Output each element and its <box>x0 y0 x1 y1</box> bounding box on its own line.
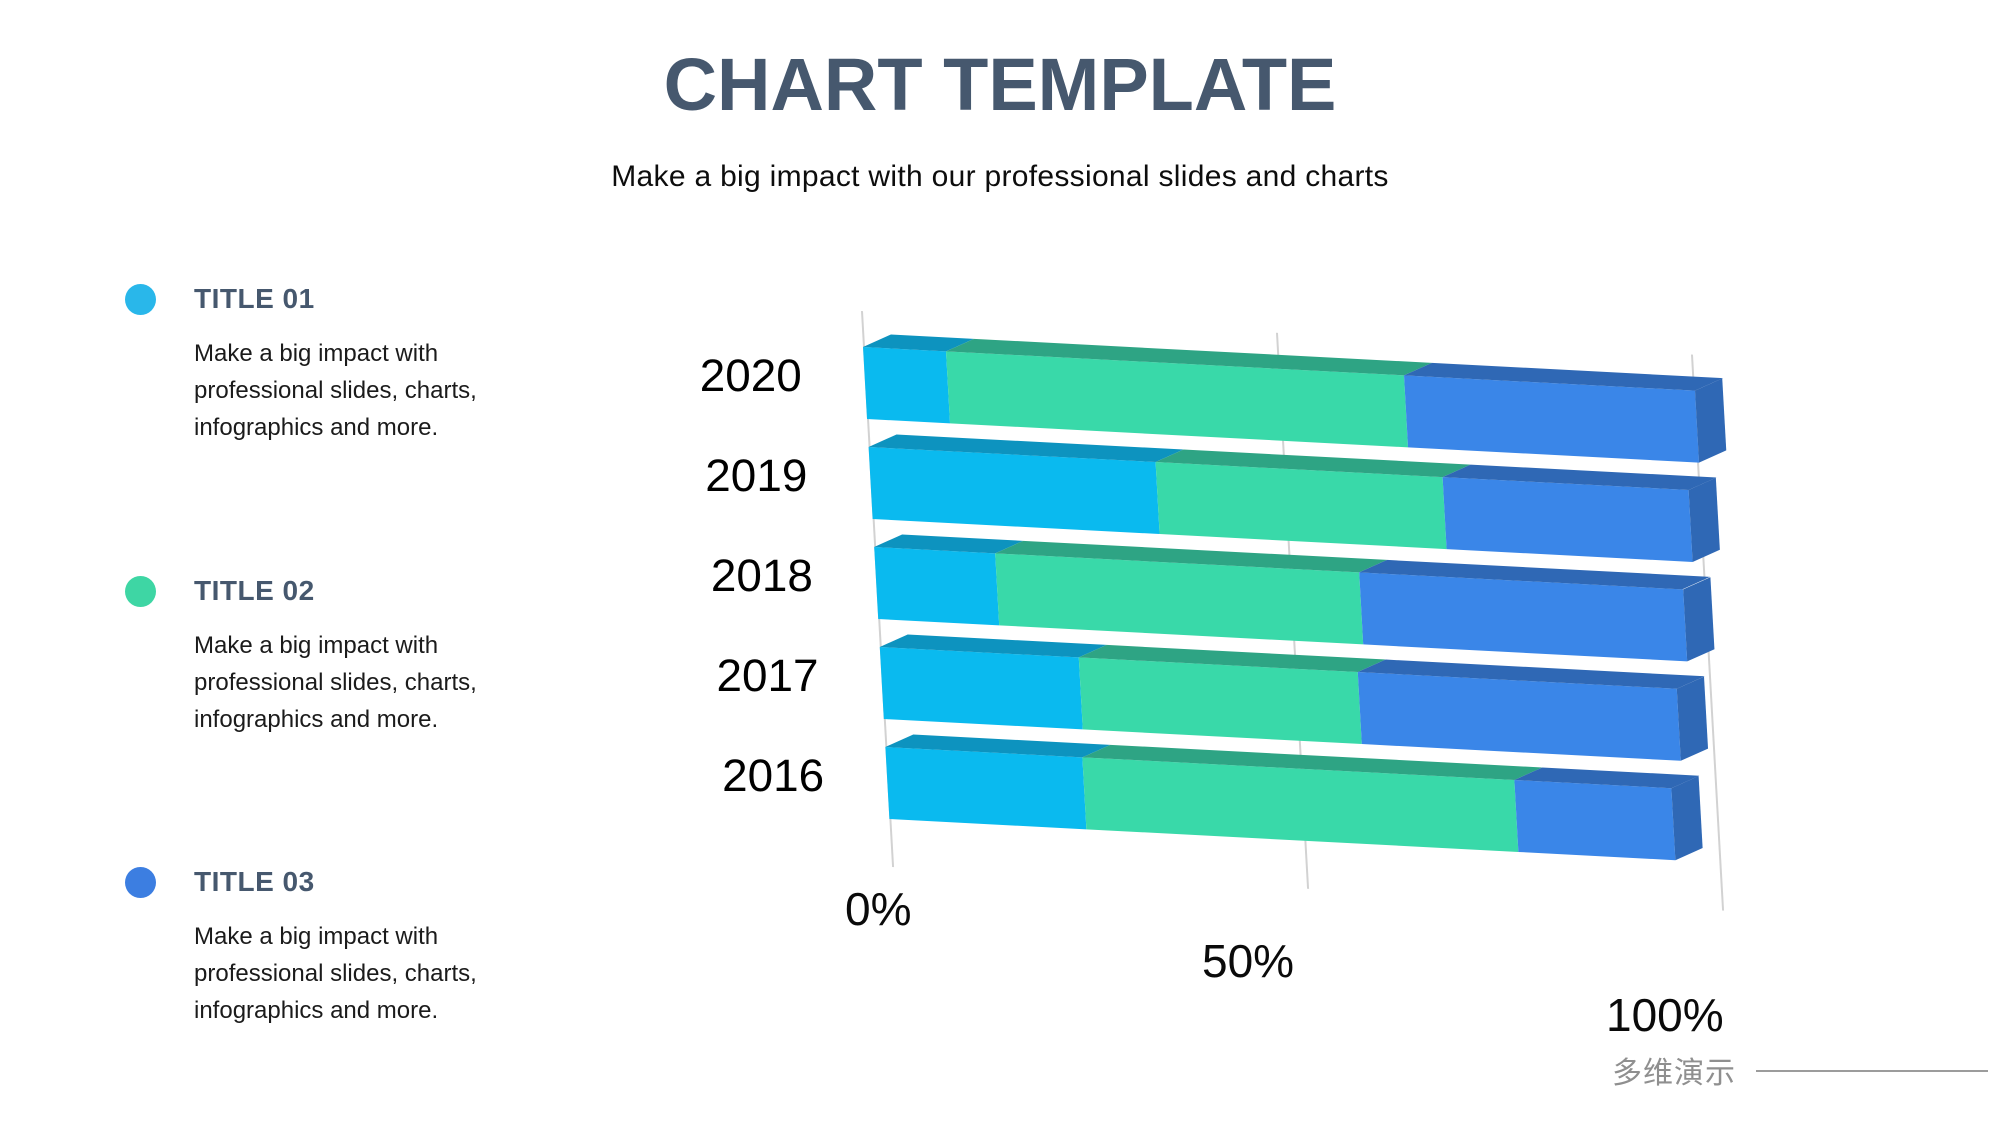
legend-item-1: TITLE 01 Make a big impact with professi… <box>125 283 477 446</box>
legend-description: Make a big impact with professional slid… <box>194 340 477 441</box>
x-axis-tick-0: 0% <box>845 883 912 935</box>
bar-segment-title-01 <box>863 347 951 424</box>
bar-segment-title-02 <box>1155 462 1447 550</box>
bar-segment-title-02 <box>995 553 1364 645</box>
bar-segment-title-03 <box>1357 672 1681 761</box>
category-label: 2017 <box>716 649 819 702</box>
category-label: 2018 <box>710 549 813 602</box>
legend-description: Make a big impact with professional slid… <box>194 923 477 1024</box>
bar-segment-title-03 <box>1514 779 1676 861</box>
bar-segment-title-03 <box>1403 375 1699 463</box>
footer-divider <box>1756 1070 1988 1072</box>
legend-label: TITLE 02 <box>194 575 315 606</box>
page-subtitle: Make a big impact with our professional … <box>611 160 1389 193</box>
bar-row-2016: 2016 <box>722 747 1676 861</box>
bar-segment-title-01 <box>868 447 1160 535</box>
x-axis-tick-100: 100% <box>1606 989 1724 1041</box>
bar-segment-title-02 <box>946 351 1408 448</box>
legend-header: TITLE 01 <box>125 283 465 315</box>
page-title: CHART TEMPLATE <box>663 43 1337 126</box>
bar-segment-title-03 <box>1442 477 1693 562</box>
legend-label: TITLE 03 <box>194 866 315 897</box>
bar-segment-title-01 <box>874 547 1000 626</box>
legend-dot-cyan-icon <box>125 283 156 315</box>
bar-segment-title-03 <box>1359 572 1687 662</box>
legend-label: TITLE 01 <box>194 283 315 314</box>
brand-text: 多维演示 <box>1612 1057 1736 1090</box>
legend-dot-blue-icon <box>125 866 156 898</box>
stacked-bar-chart: 2020 2019 2018 2017 2016 <box>700 311 1725 911</box>
legend-dot-green-icon <box>125 575 156 607</box>
category-label: 2016 <box>722 749 825 802</box>
category-label: 2019 <box>705 449 808 502</box>
legend-header: TITLE 02 <box>125 575 465 607</box>
category-label: 2020 <box>699 349 802 402</box>
legend-header: TITLE 03 <box>125 866 465 898</box>
legend-item-3: TITLE 03 Make a big impact with professi… <box>125 866 477 1029</box>
legend-item-2: TITLE 02 Make a big impact with professi… <box>125 575 477 738</box>
x-axis-tick-50: 50% <box>1202 935 1295 987</box>
bar-segment-title-02 <box>1079 657 1363 745</box>
legend-description: Make a big impact with professional slid… <box>194 632 477 733</box>
bar-segment-title-02 <box>1081 757 1519 852</box>
bar-segment-title-01 <box>885 747 1086 830</box>
bar-segment-title-01 <box>879 647 1084 730</box>
